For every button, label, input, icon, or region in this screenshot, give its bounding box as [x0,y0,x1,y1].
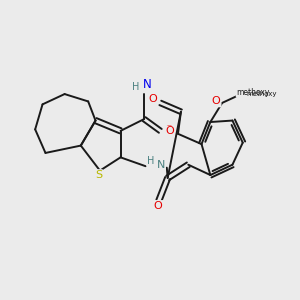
Text: O: O [212,96,220,106]
Text: methoxy: methoxy [247,91,277,97]
Text: H: H [147,156,155,166]
Text: N: N [157,160,165,170]
Text: S: S [95,170,102,180]
Text: methoxy: methoxy [236,88,270,97]
Text: H: H [132,82,140,92]
Text: O: O [165,126,174,136]
Text: O: O [164,125,173,135]
Text: N: N [143,78,152,91]
Text: O: O [148,94,157,104]
Text: O: O [154,201,163,211]
